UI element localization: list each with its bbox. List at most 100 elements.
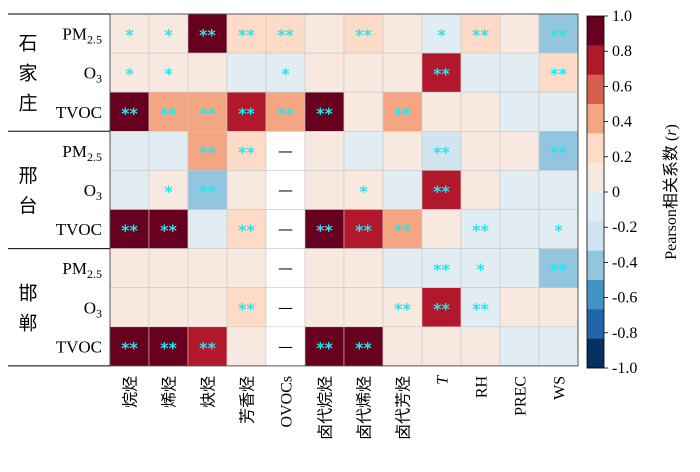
colorbar-bin — [587, 192, 604, 222]
column-label: 卤代芳烃 — [395, 376, 413, 440]
heatmap-cell-r4-c4 — [265, 170, 306, 210]
row-label: O3 — [84, 298, 102, 320]
column-label: 烯烃 — [161, 376, 179, 408]
heatmap-cell-r1-c9 — [460, 52, 501, 93]
heatmap-cell-r2-c4 — [265, 91, 306, 132]
row-label-main: PM — [62, 142, 87, 161]
heatmap-cell-r6-c2 — [187, 248, 228, 289]
heatmap-cell-r2-c9 — [460, 91, 501, 132]
significance-mark: ** — [472, 26, 489, 45]
significance-mark: * — [125, 65, 134, 84]
missing-mark: — — [278, 181, 293, 199]
colorbar-bin — [587, 309, 604, 339]
heatmap-cell-r7-c9 — [460, 287, 501, 328]
heatmap-cell-r5-c2 — [187, 209, 228, 249]
heatmap-cell-r6-c1 — [148, 248, 189, 289]
significance-mark: ** — [394, 221, 411, 240]
colorbar-bin — [587, 338, 604, 369]
heatmap-cell-r4-c11 — [538, 170, 579, 210]
colorbar-tick-label: 0.2 — [612, 149, 632, 166]
significance-mark: ** — [238, 143, 255, 162]
row-label-main: O — [84, 298, 96, 317]
significance-mark: ** — [355, 26, 372, 45]
heatmap-cell-r5-c10 — [499, 209, 540, 249]
city-label-char: 庄 — [18, 93, 37, 115]
colorbar-bin — [587, 250, 604, 281]
city-label-char: 家 — [18, 63, 37, 85]
colorbar-tick-label: -0.8 — [612, 325, 637, 342]
heatmap-cell-r7-c5 — [304, 287, 345, 328]
significance-mark: * — [125, 26, 134, 45]
row-label: O3 — [84, 181, 102, 203]
heatmap-cell-r5-c8 — [421, 209, 462, 249]
missing-mark: — — [278, 337, 293, 355]
heatmap-cell-r7-c11 — [538, 287, 579, 328]
colorbar-title-var: r — [663, 129, 680, 136]
colorbar-bin — [587, 45, 604, 75]
heatmap-cell-r6-c3 — [226, 248, 267, 289]
colorbar-tick-label: 0.4 — [612, 114, 632, 131]
heatmap-cell-r1-c6 — [343, 52, 384, 93]
heatmap-cell-r0-c9 — [460, 13, 501, 54]
heatmap-cell-r3-c7 — [382, 131, 423, 171]
heatmap-cell-r7-c10 — [499, 287, 540, 328]
significance-mark: * — [554, 221, 563, 240]
colorbar-bin — [587, 280, 604, 310]
heatmap-cell-r3-c6 — [343, 131, 384, 171]
heatmap-cell-r0-c0 — [109, 13, 150, 54]
heatmap-cell-r0-c6 — [343, 13, 384, 54]
heatmap-cell-r8-c6 — [343, 326, 384, 367]
column-label: OVOCs — [279, 376, 296, 428]
row-label-main: PM — [62, 259, 87, 278]
colorbar-tick-label: -1.0 — [612, 360, 637, 377]
heatmap-cell-r3-c9 — [460, 131, 501, 171]
row-label: PM2.5 — [62, 259, 102, 281]
colorbar-title: Pearson相关系数 (r) — [662, 124, 680, 260]
heatmap-cell-r3-c3 — [226, 131, 267, 171]
significance-mark: ** — [160, 338, 177, 357]
heatmap-cell-r2-c5 — [304, 91, 345, 132]
colorbar-tick-label: -0.6 — [612, 290, 637, 307]
significance-mark: ** — [238, 299, 255, 318]
significance-mark: ** — [316, 221, 333, 240]
significance-mark: ** — [433, 182, 450, 201]
significance-mark: ** — [433, 143, 450, 162]
heatmap-cell-r1-c3 — [226, 52, 267, 93]
column-label: 芳香烃 — [239, 376, 257, 424]
heatmap-cell-r2-c11 — [538, 91, 579, 132]
missing-mark: — — [278, 298, 293, 316]
heatmap-cell-r2-c6 — [343, 91, 384, 132]
significance-mark: ** — [394, 104, 411, 123]
heatmap-cell-r5-c11 — [538, 209, 579, 249]
heatmap-frame — [109, 13, 579, 367]
heatmap-cell-r1-c4 — [265, 52, 306, 93]
city-label-char: 邢 — [18, 165, 37, 187]
row-label-sub: 3 — [96, 72, 102, 86]
heatmap-cell-r7-c3 — [226, 287, 267, 328]
heatmap-cell-r2-c3 — [226, 91, 267, 132]
heatmap-cell-r1-c7 — [382, 52, 423, 93]
column-label: WS — [552, 376, 569, 400]
heatmap-cell-r5-c6 — [343, 209, 384, 249]
heatmap-cell-r7-c2 — [187, 287, 228, 328]
colorbar-tick-label: 1.0 — [612, 8, 632, 25]
heatmap-cell-r8-c8 — [421, 326, 462, 367]
heatmap-cell-r3-c10 — [499, 131, 540, 171]
column-label: T — [435, 375, 452, 385]
significance-mark: * — [437, 26, 446, 45]
heatmap-cell-r5-c9 — [460, 209, 501, 249]
colorbar-bin — [587, 133, 604, 163]
heatmap-cell-r8-c0 — [109, 326, 150, 367]
heatmap-cell-r7-c6 — [343, 287, 384, 328]
significance-mark: ** — [199, 26, 216, 45]
city-label-char: 石 — [18, 33, 37, 55]
heatmap-cell-r4-c5 — [304, 170, 345, 210]
heatmap-cell-r8-c1 — [148, 326, 189, 367]
heatmap-cell-r0-c3 — [226, 13, 267, 54]
row-label-main: O — [84, 181, 96, 200]
city-label-char: 郸 — [18, 312, 37, 334]
heatmap-cell-r6-c9 — [460, 248, 501, 289]
significance-mark: ** — [433, 260, 450, 279]
heatmap-cell-r4-c1 — [148, 170, 189, 210]
